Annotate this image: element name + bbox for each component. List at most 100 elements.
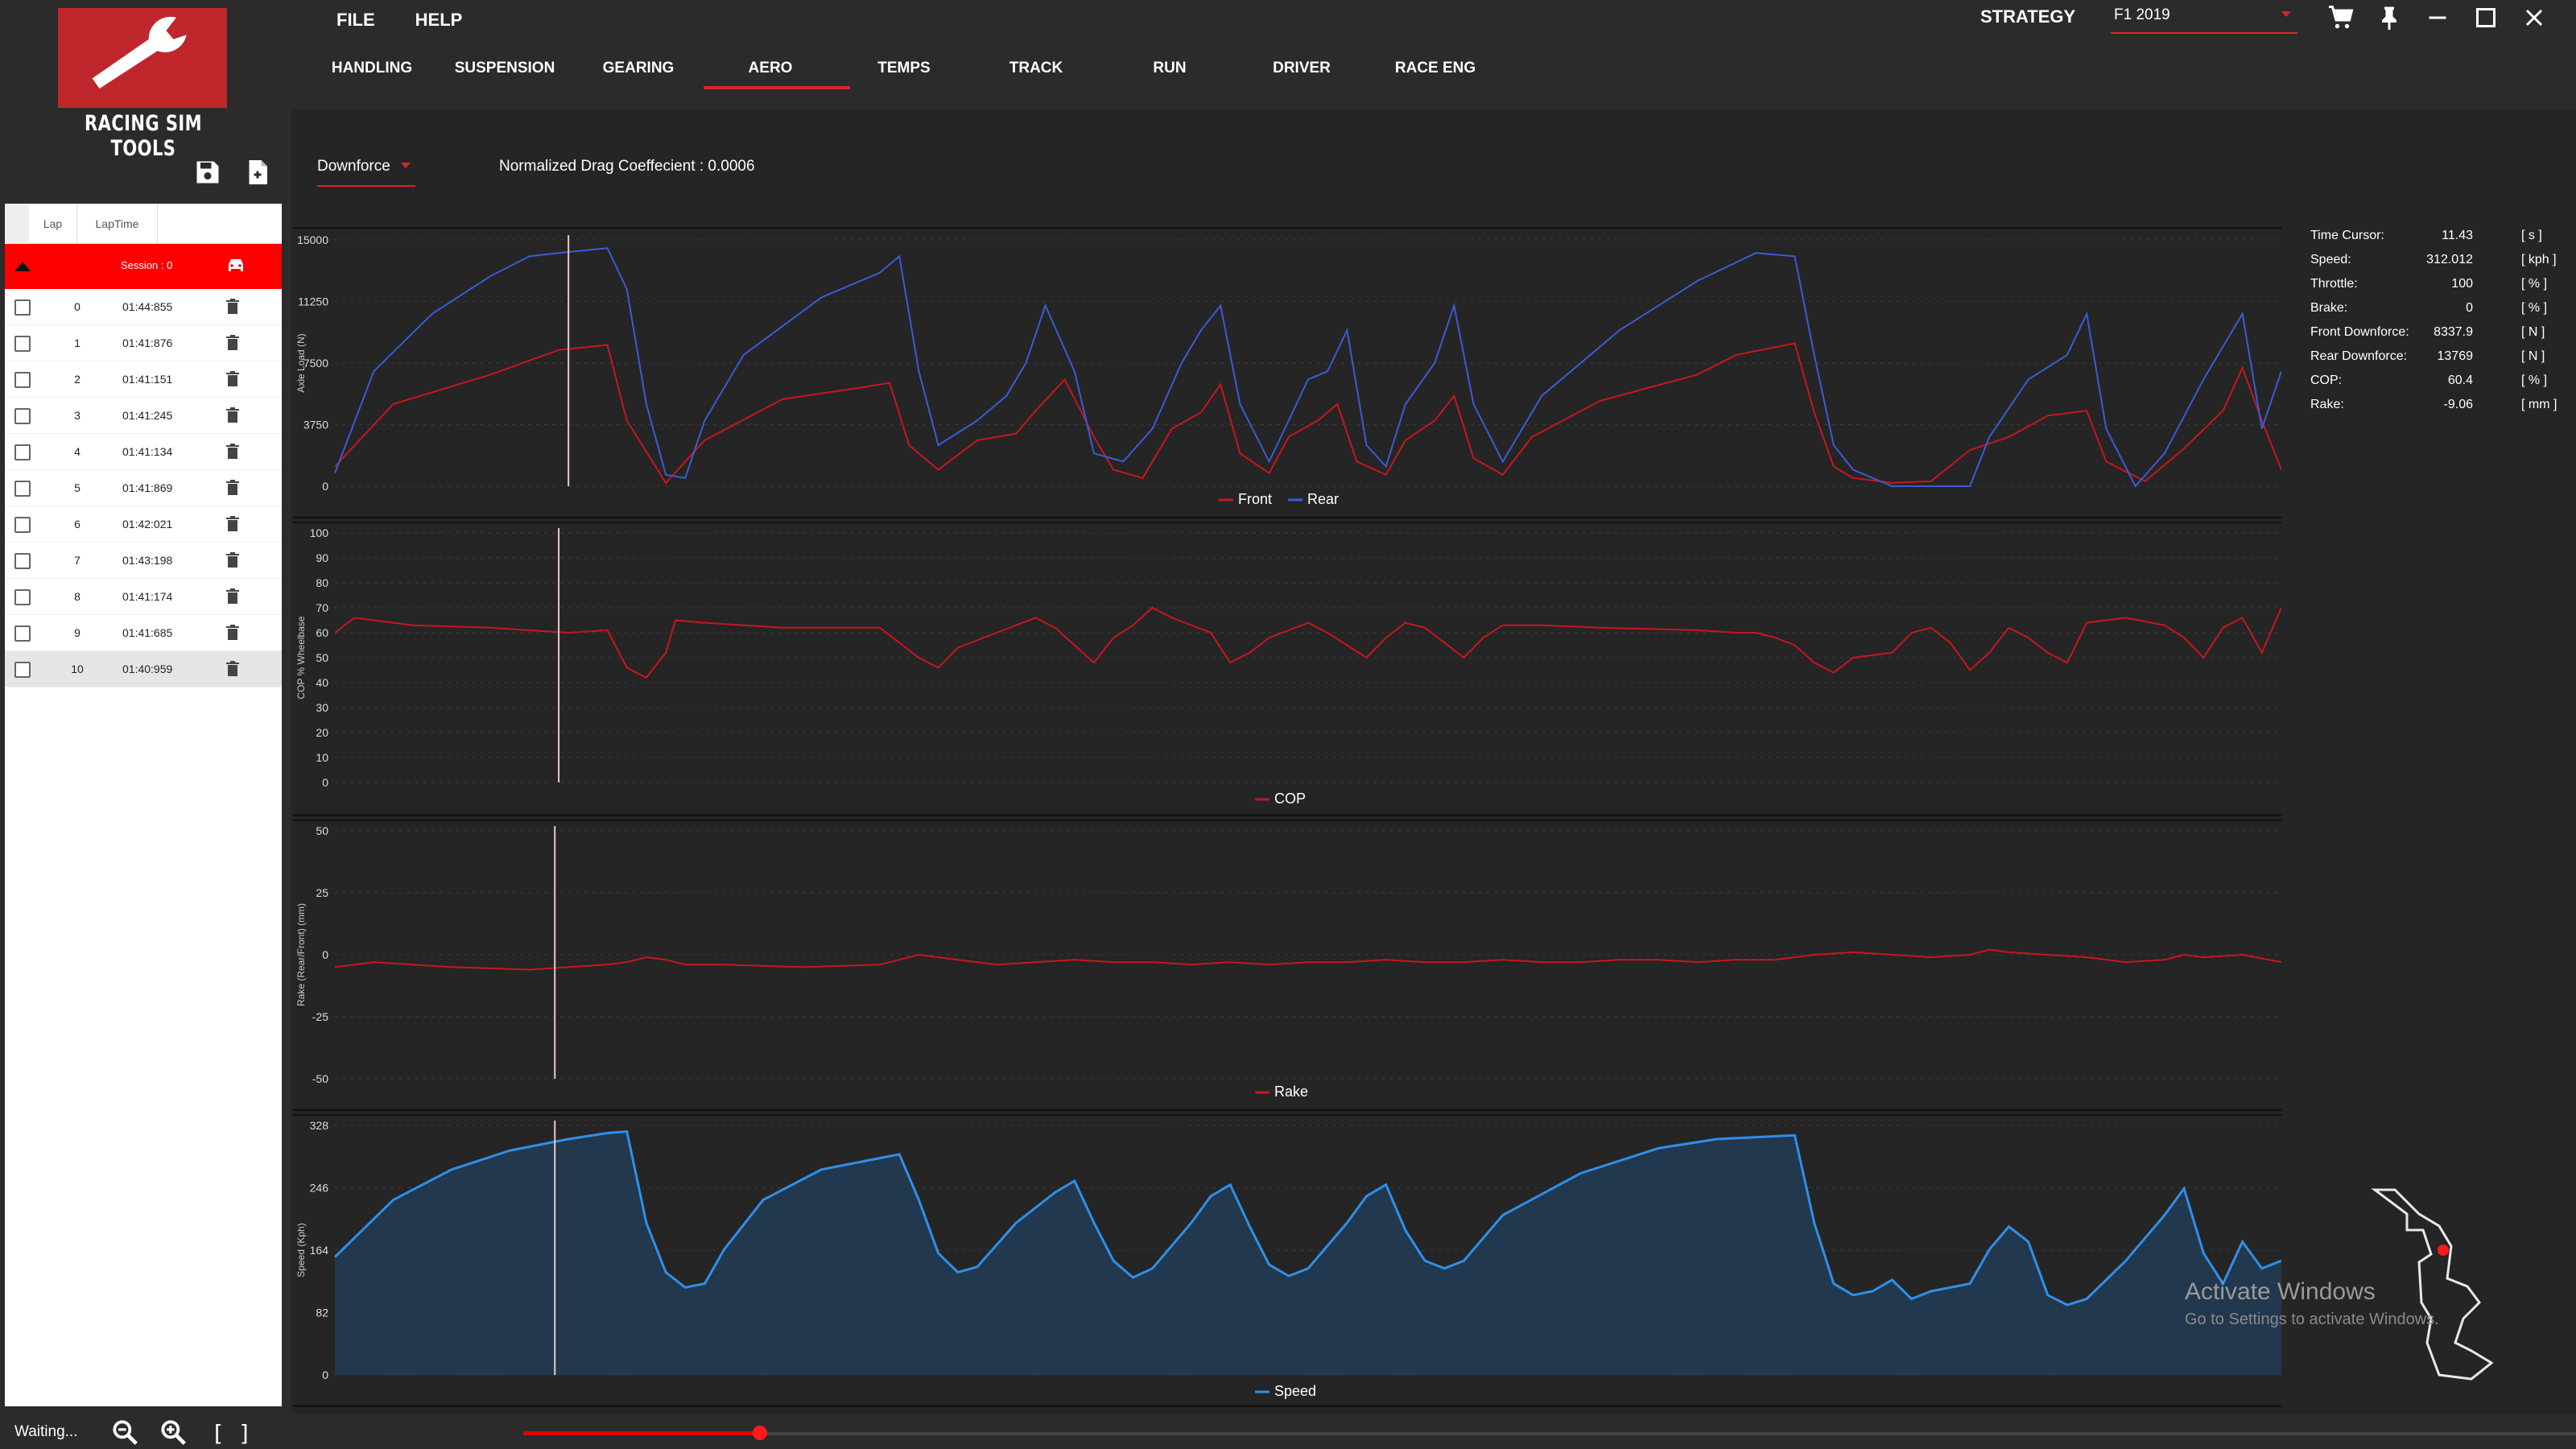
lap-row[interactable]: 1 01:41:876 <box>5 325 282 361</box>
main-content <box>291 109 2576 1414</box>
delete-icon[interactable] <box>225 661 240 677</box>
menu-file[interactable]: FILE <box>336 10 375 30</box>
tab-aero[interactable]: AERO <box>748 60 793 76</box>
mode-dropdown-value: Downforce <box>317 158 390 175</box>
tab-track[interactable]: TRACK <box>1009 60 1063 76</box>
game-select[interactable]: F1 2019 <box>2111 6 2297 34</box>
readout-label: Front Downforce: <box>2310 325 2409 339</box>
y-tick-label: 3750 <box>303 419 328 431</box>
lap-number: 9 <box>74 626 80 639</box>
rake-chart[interactable]: 50 25 0 -25 -50 Rake (Rear/Front) (mm) Rake <box>293 819 2282 1112</box>
tab-gearing[interactable]: GEARING <box>602 60 675 76</box>
legend-label: Speed <box>1274 1383 1316 1399</box>
lap-number: 3 <box>74 409 80 422</box>
readout-value: 13769 <box>2437 349 2474 363</box>
delete-icon[interactable] <box>225 625 240 641</box>
lap-checkbox[interactable] <box>14 662 31 678</box>
tab-driver[interactable]: DRIVER <box>1273 60 1331 76</box>
readout-row: COP: 60.4 [ % ] <box>2310 374 2568 398</box>
lap-checkbox[interactable] <box>14 408 31 424</box>
close-icon[interactable] <box>2520 3 2549 32</box>
lap-time: 01:41:876 <box>122 336 173 349</box>
lap-row[interactable]: 9 01:41:685 <box>5 615 282 651</box>
lap-checkbox[interactable] <box>14 589 31 605</box>
session-label: Session : 0 <box>121 259 173 271</box>
zoom-out-icon[interactable] <box>109 1417 140 1447</box>
legend-label: Rake <box>1274 1084 1308 1100</box>
cart-icon[interactable] <box>2326 3 2355 32</box>
collapse-triangle-icon[interactable] <box>14 262 31 271</box>
delete-icon[interactable] <box>225 480 240 496</box>
delete-icon[interactable] <box>225 371 240 387</box>
tab-temps[interactable]: TEMPS <box>877 60 931 76</box>
y-tick-label: 11250 <box>298 295 328 308</box>
save-icon[interactable] <box>193 158 222 187</box>
menu-help[interactable]: HELP <box>415 10 463 30</box>
lap-checkbox[interactable] <box>14 299 31 316</box>
tab-suspension[interactable]: SUSPENSION <box>454 60 555 76</box>
strategy-button[interactable]: STRATEGY <box>1980 6 2076 27</box>
series-line-rear <box>334 247 2282 488</box>
col-lap[interactable]: Lap <box>29 203 77 244</box>
lap-row[interactable]: 7 01:43:198 <box>5 543 282 579</box>
lap-row[interactable]: 3 01:41:245 <box>5 398 282 434</box>
delete-icon[interactable] <box>225 588 240 605</box>
session-row[interactable]: Session : 0 <box>5 244 282 289</box>
cop-chart[interactable]: 100 90 80 70 60 50 40 30 20 10 0 COP % Wheelbase COP <box>293 521 2282 817</box>
y-tick-label: 100 <box>310 526 329 539</box>
lap-row[interactable]: 2 01:41:151 <box>5 361 282 398</box>
lap-time: 01:41:685 <box>122 626 173 639</box>
lap-row[interactable]: 6 01:42:021 <box>5 506 282 543</box>
readout-value: 312.012 <box>2426 253 2473 266</box>
delete-icon[interactable] <box>225 299 240 315</box>
y-tick-label: -50 <box>312 1072 328 1085</box>
lap-time: 01:41:134 <box>122 445 173 458</box>
zoom-in-icon[interactable] <box>158 1417 188 1447</box>
col-laptime[interactable]: LapTime <box>77 203 158 244</box>
mode-dropdown[interactable]: Downforce <box>317 158 415 187</box>
y-tick-label: 7500 <box>303 357 328 369</box>
menu-bar: FILE HELP <box>336 10 462 31</box>
lap-row[interactable]: 4 01:41:134 <box>5 434 282 470</box>
active-tab-indicator <box>704 86 850 89</box>
car-icon[interactable] <box>225 257 246 275</box>
time-slider-handle[interactable] <box>753 1426 767 1440</box>
lap-row[interactable]: 10 01:40:959 <box>5 651 282 687</box>
lap-checkbox[interactable] <box>14 517 31 533</box>
lap-checkbox[interactable] <box>14 444 31 460</box>
lap-row[interactable]: 0 01:44:855 <box>5 289 282 325</box>
delete-icon[interactable] <box>225 407 240 423</box>
delete-icon[interactable] <box>225 444 240 460</box>
top-bar <box>291 0 2576 109</box>
lap-checkbox[interactable] <box>14 336 31 352</box>
delete-icon[interactable] <box>225 552 240 568</box>
lap-checkbox[interactable] <box>14 553 31 569</box>
tab-run[interactable]: RUN <box>1153 60 1187 76</box>
lap-checkbox[interactable] <box>14 372 31 388</box>
pin-icon[interactable] <box>2375 3 2404 32</box>
series-line-front <box>334 342 2282 485</box>
tab-race-eng[interactable]: RACE ENG <box>1394 60 1476 76</box>
delete-icon[interactable] <box>225 335 240 351</box>
tab-handling[interactable]: HANDLING <box>331 60 413 76</box>
speed-chart[interactable]: 328 246 164 82 0 Speed (Kph) Speed <box>293 1113 2282 1408</box>
export-file-icon[interactable] <box>243 158 272 187</box>
axle-load-chart[interactable]: 15000 11250 7500 3750 0 Axle Load (N) Front Rea… <box>293 226 2282 519</box>
series-line-rake <box>334 948 2282 971</box>
readout-label: Speed: <box>2310 253 2351 266</box>
lap-row[interactable]: 5 01:41:869 <box>5 470 282 506</box>
lap-table: Lap LapTime Session : 0 0 01:44:855 1 01:41… <box>5 203 282 1406</box>
readout-value: -9.06 <box>2443 398 2473 411</box>
time-slider-track[interactable] <box>523 1432 2576 1435</box>
delete-icon[interactable] <box>225 516 240 532</box>
maximize-icon[interactable] <box>2471 3 2500 32</box>
lap-row[interactable]: 8 01:41:174 <box>5 579 282 615</box>
readout-unit: [ % ] <box>2521 277 2548 291</box>
lap-number: 1 <box>74 336 80 349</box>
y-tick-label: 10 <box>316 751 328 764</box>
readout-value: 0 <box>2466 301 2473 315</box>
lap-checkbox[interactable] <box>14 625 31 642</box>
fit-view-icon[interactable]: [ ] <box>211 1420 252 1447</box>
minimize-icon[interactable] <box>2423 3 2452 32</box>
lap-checkbox[interactable] <box>14 481 31 497</box>
